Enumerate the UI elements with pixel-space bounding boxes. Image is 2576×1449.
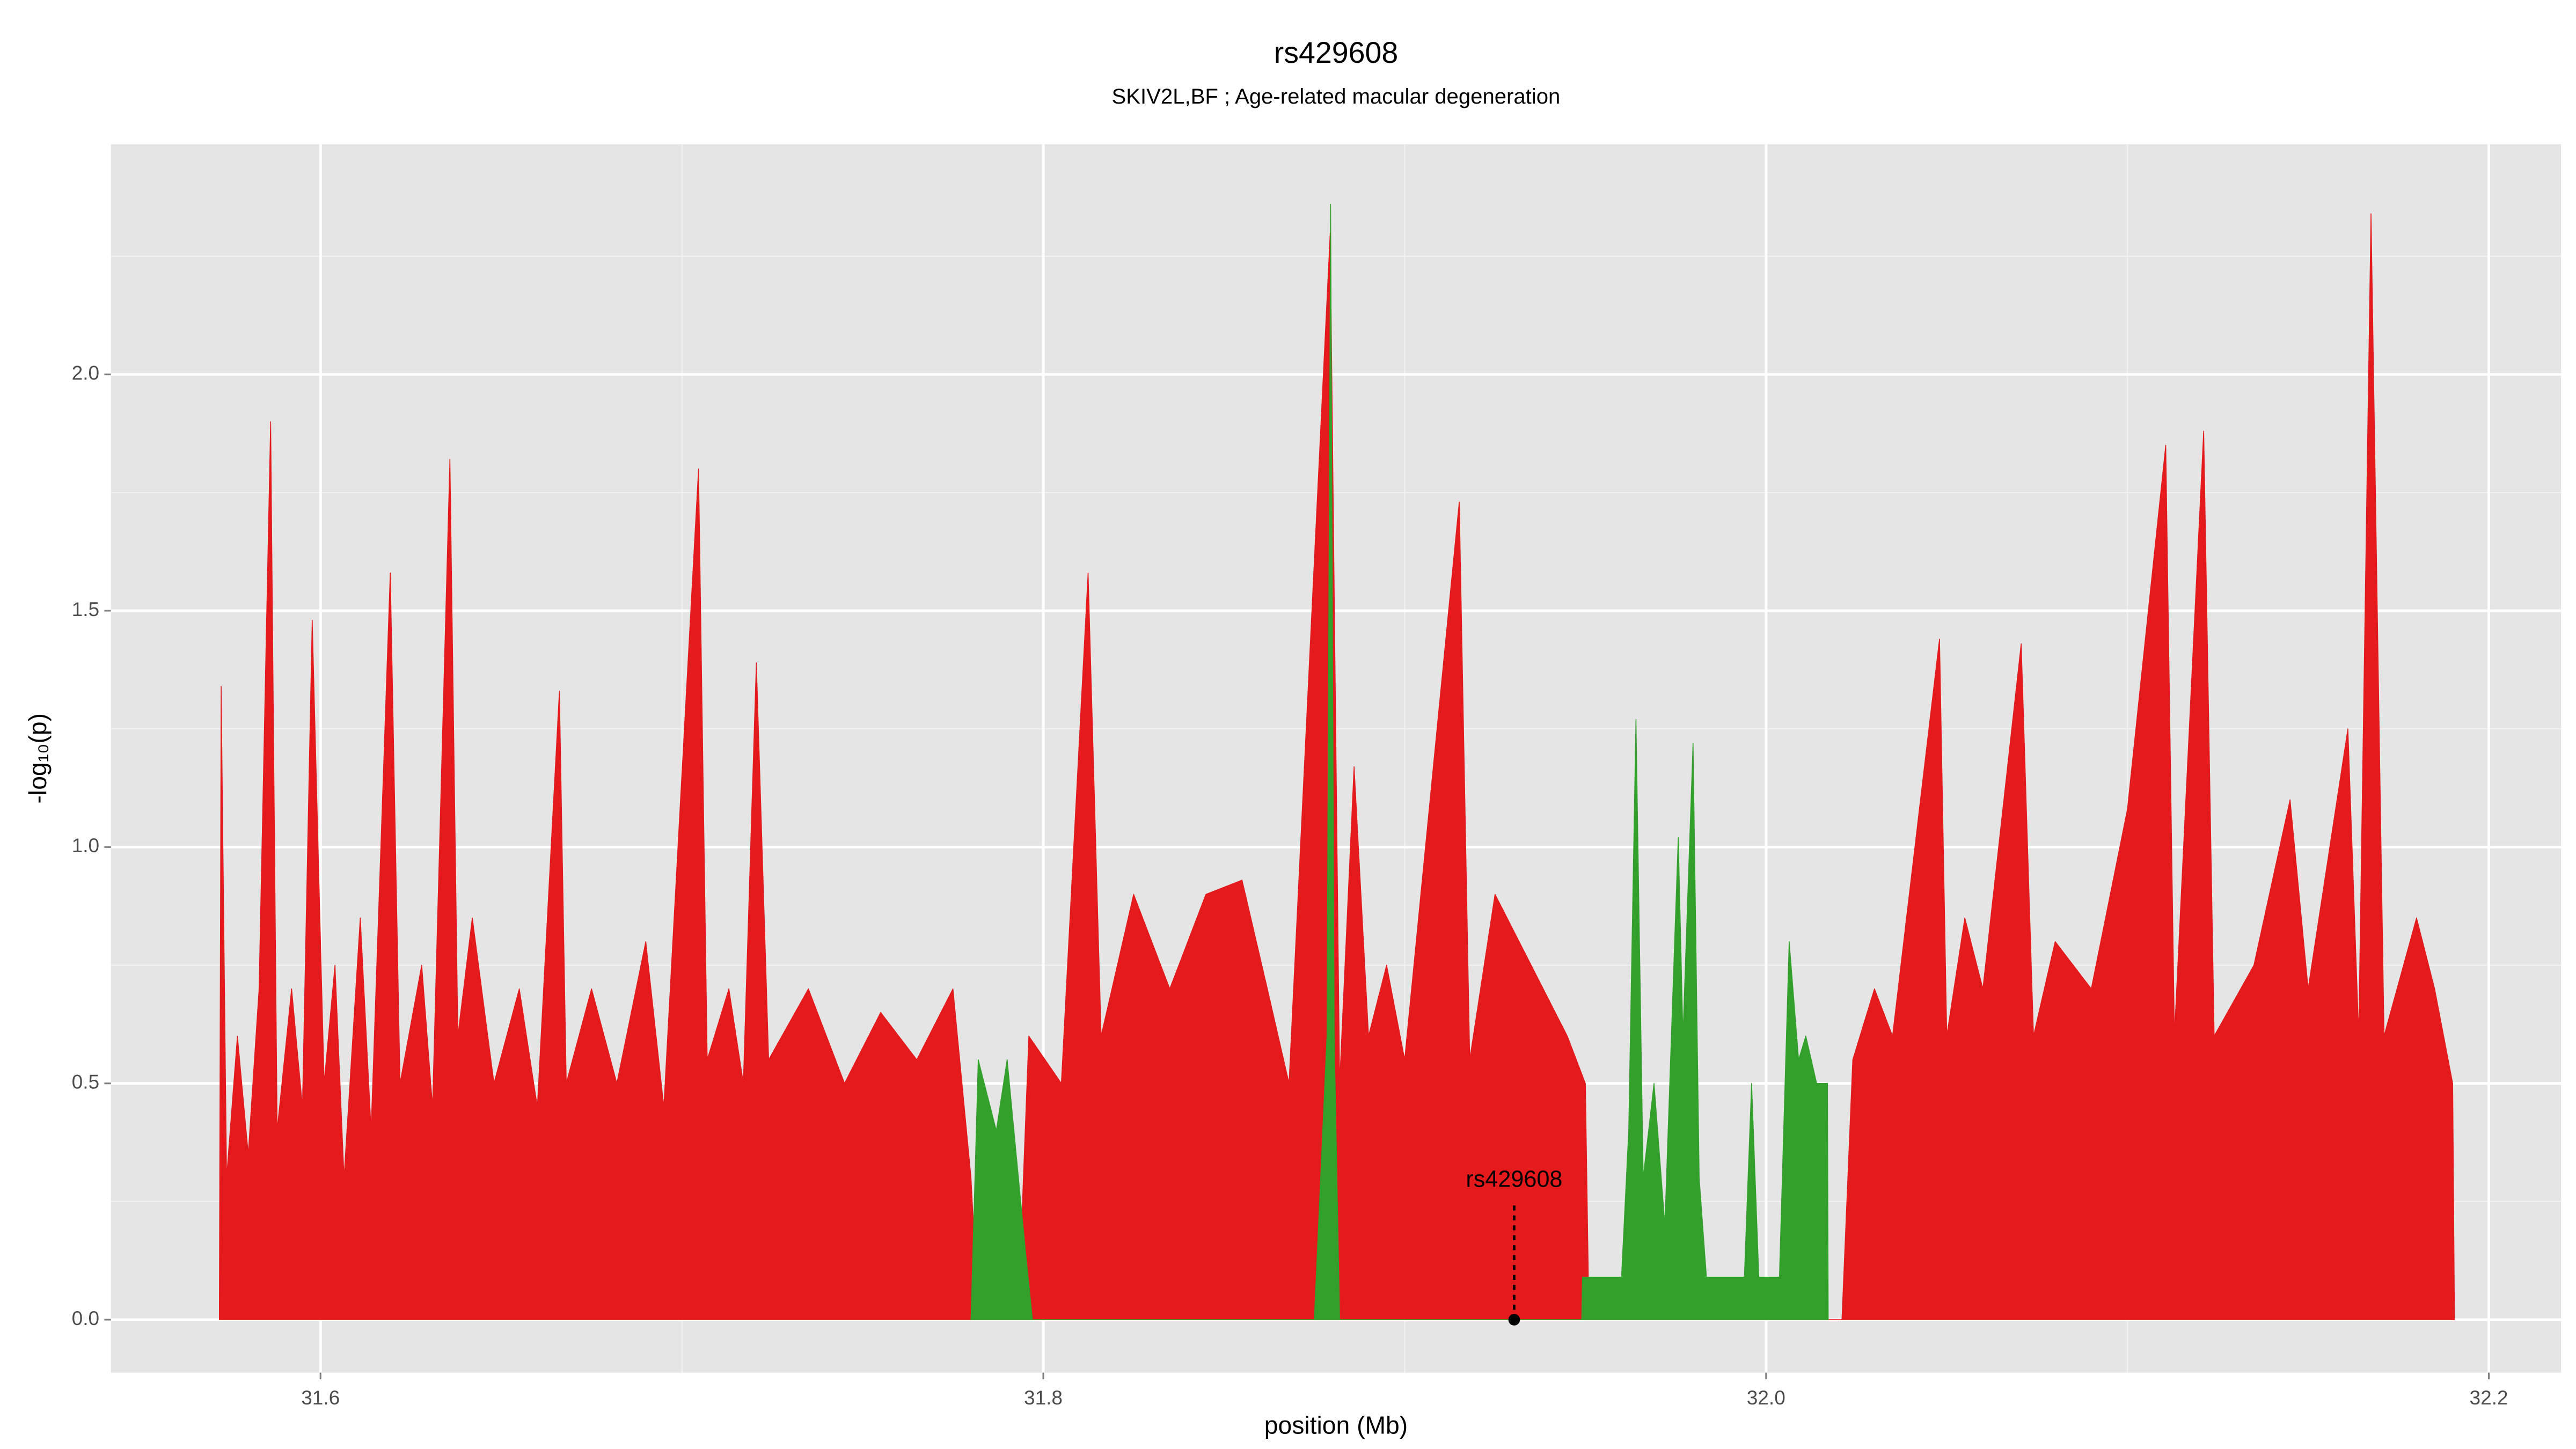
chart-title: rs429608 xyxy=(1274,36,1399,69)
chart-subtitle: SKIV2L,BF ; Age-related macular degenera… xyxy=(1112,85,1561,108)
x-tick-label: 32.2 xyxy=(2470,1386,2508,1409)
annotation-label: rs429608 xyxy=(1466,1166,1562,1192)
area-series xyxy=(970,203,1829,1320)
y-tick-label: 2.0 xyxy=(72,361,99,384)
x-tick-label: 31.8 xyxy=(1024,1386,1063,1409)
y-tick-label: 1.0 xyxy=(72,834,99,857)
annotation-point xyxy=(1508,1314,1520,1326)
x-axis-title: position (Mb) xyxy=(1264,1411,1408,1439)
area-series xyxy=(218,213,2455,1320)
x-tick-label: 31.6 xyxy=(301,1386,340,1409)
y-tick-label: 0.0 xyxy=(72,1307,99,1329)
x-tick-label: 32.0 xyxy=(1747,1386,1785,1409)
y-axis-title: -log₁₀(p) xyxy=(24,713,52,804)
y-tick-label: 0.5 xyxy=(72,1071,99,1093)
y-tick-label: 1.5 xyxy=(72,598,99,620)
